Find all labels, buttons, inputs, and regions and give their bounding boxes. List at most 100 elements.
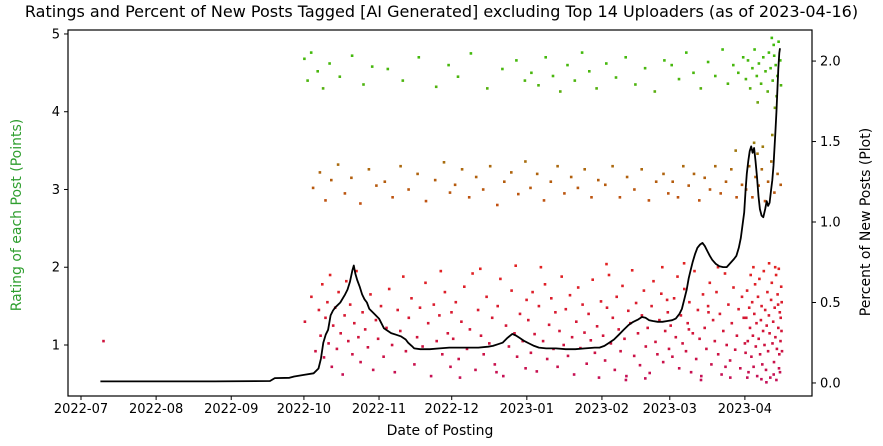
scatter-point — [371, 368, 375, 372]
scatter-point — [728, 359, 732, 362]
scatter-point — [429, 374, 433, 378]
scatter-point — [558, 329, 561, 333]
scatter-point — [713, 339, 717, 343]
scatter-point — [348, 303, 352, 306]
scatter-point — [321, 87, 325, 90]
scatter-point — [646, 326, 649, 330]
scatter-point — [696, 308, 700, 312]
scatter-point — [760, 377, 763, 381]
scatter-point — [780, 300, 783, 304]
scatter-point — [382, 355, 385, 358]
scatter-point — [525, 298, 528, 302]
scatter-point — [402, 275, 405, 278]
y-right-tick-label: 0.0 — [820, 376, 841, 391]
scatter-point — [767, 262, 771, 265]
scatter-point — [700, 374, 703, 378]
scatter-point — [393, 370, 397, 374]
scatter-point — [724, 365, 727, 369]
scatter-point — [448, 191, 452, 194]
scatter-point — [666, 311, 670, 314]
scatter-point — [706, 304, 710, 308]
scatter-point — [770, 281, 774, 285]
scatter-point — [456, 75, 460, 78]
scatter-point — [432, 303, 436, 306]
scatter-point — [518, 312, 522, 316]
scatter-point — [376, 337, 380, 341]
y-right-tick-label: 0.5 — [820, 296, 841, 311]
scatter-point — [597, 376, 601, 379]
x-tick-label: 2022-07 — [54, 402, 108, 417]
y-left-tick-label: 2 — [52, 261, 60, 276]
scatter-point — [779, 285, 783, 288]
scatter-point — [416, 172, 419, 176]
scatter-point — [739, 367, 742, 370]
scatter-point — [670, 63, 673, 67]
scatter-point — [396, 308, 399, 312]
scatter-point — [469, 52, 473, 55]
scatter-point — [479, 334, 483, 337]
axes-spines — [67, 29, 813, 397]
scatter-point — [682, 262, 686, 265]
y-left-tick-label: 4 — [52, 105, 60, 120]
scatter-point — [757, 337, 760, 341]
scatter-point — [779, 316, 782, 320]
scatter-point — [583, 331, 586, 334]
scatter-point — [563, 192, 566, 195]
scatter-point — [658, 318, 661, 322]
x-tick-label: 2022-12 — [425, 402, 479, 417]
scatter-point — [775, 378, 778, 382]
scatter-point — [566, 63, 569, 67]
scatter-point — [303, 320, 307, 323]
scatter-point — [667, 192, 670, 195]
scatter-point — [460, 168, 464, 171]
y-right-tick-label: 1.0 — [820, 216, 841, 231]
scatter-point — [335, 347, 339, 351]
y-right-tick-label: 2.0 — [820, 55, 841, 70]
scatter-point — [725, 343, 728, 347]
scatter-point — [727, 303, 730, 306]
scatter-point — [580, 51, 584, 54]
scatter-point — [662, 172, 665, 176]
y-axis-label-left: Rating of each Post (Points) — [9, 118, 25, 312]
scatter-point — [765, 324, 768, 327]
scatter-point — [732, 63, 735, 67]
scatter-point — [504, 324, 508, 327]
x-tick-label: 2023-02 — [575, 402, 629, 417]
scatter-point — [746, 339, 750, 343]
scatter-point — [746, 59, 750, 62]
scatter-point — [564, 307, 568, 311]
scatter-point — [328, 62, 331, 65]
scatter-point — [703, 326, 706, 330]
scatter-point — [401, 79, 405, 82]
scatter-point — [537, 304, 541, 308]
scatter-point — [424, 281, 427, 285]
scatter-point — [743, 342, 747, 345]
scatter-point — [764, 368, 768, 372]
scatter-point — [746, 376, 749, 379]
scatter-point — [328, 273, 332, 277]
scatter-point — [644, 345, 648, 348]
scatter-point — [760, 304, 763, 308]
scatter-point — [710, 363, 713, 366]
scatter-point — [595, 87, 598, 90]
scatter-point — [501, 67, 504, 71]
scatter-point — [667, 347, 671, 351]
scatter-point — [748, 87, 752, 90]
percent-line — [100, 48, 781, 383]
scatter-point — [749, 273, 752, 277]
scatter-point — [615, 295, 618, 299]
scatter-point — [587, 312, 590, 316]
scatter-point — [345, 279, 348, 283]
scatter-point — [643, 66, 647, 70]
scatter-point — [617, 328, 620, 331]
scatter-point — [698, 199, 701, 202]
scatter-point — [656, 353, 659, 356]
scatter-point — [634, 83, 637, 86]
scatter-point — [744, 77, 748, 81]
scatter-point — [726, 82, 730, 85]
scatter-point — [530, 71, 533, 75]
scatter-point — [311, 186, 315, 190]
scatter-point — [671, 180, 674, 183]
scatter-point — [716, 265, 720, 269]
